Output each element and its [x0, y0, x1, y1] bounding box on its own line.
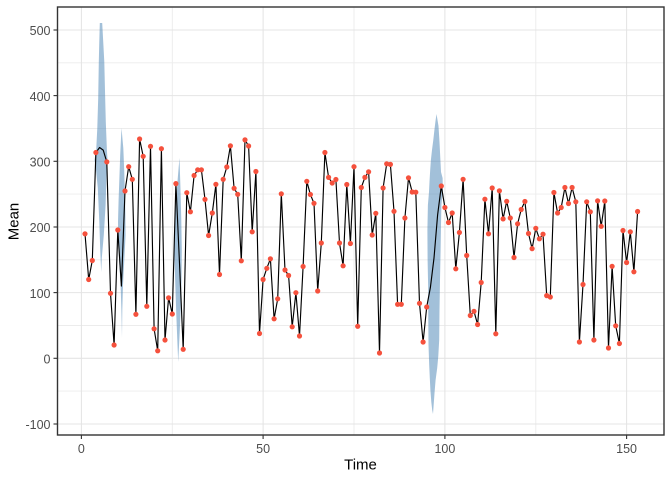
svg-text:400: 400 [30, 90, 51, 104]
svg-text:50: 50 [256, 442, 270, 456]
svg-text:200: 200 [30, 221, 51, 235]
svg-text:150: 150 [616, 442, 637, 456]
svg-text:Mean: Mean [6, 203, 23, 241]
svg-text:100: 100 [434, 442, 455, 456]
svg-text:300: 300 [30, 156, 51, 170]
svg-text:0: 0 [78, 442, 85, 456]
svg-text:-100: -100 [25, 418, 50, 432]
svg-text:500: 500 [30, 24, 51, 38]
svg-text:0: 0 [44, 353, 51, 367]
svg-text:Time: Time [344, 457, 377, 474]
svg-text:100: 100 [30, 287, 51, 301]
